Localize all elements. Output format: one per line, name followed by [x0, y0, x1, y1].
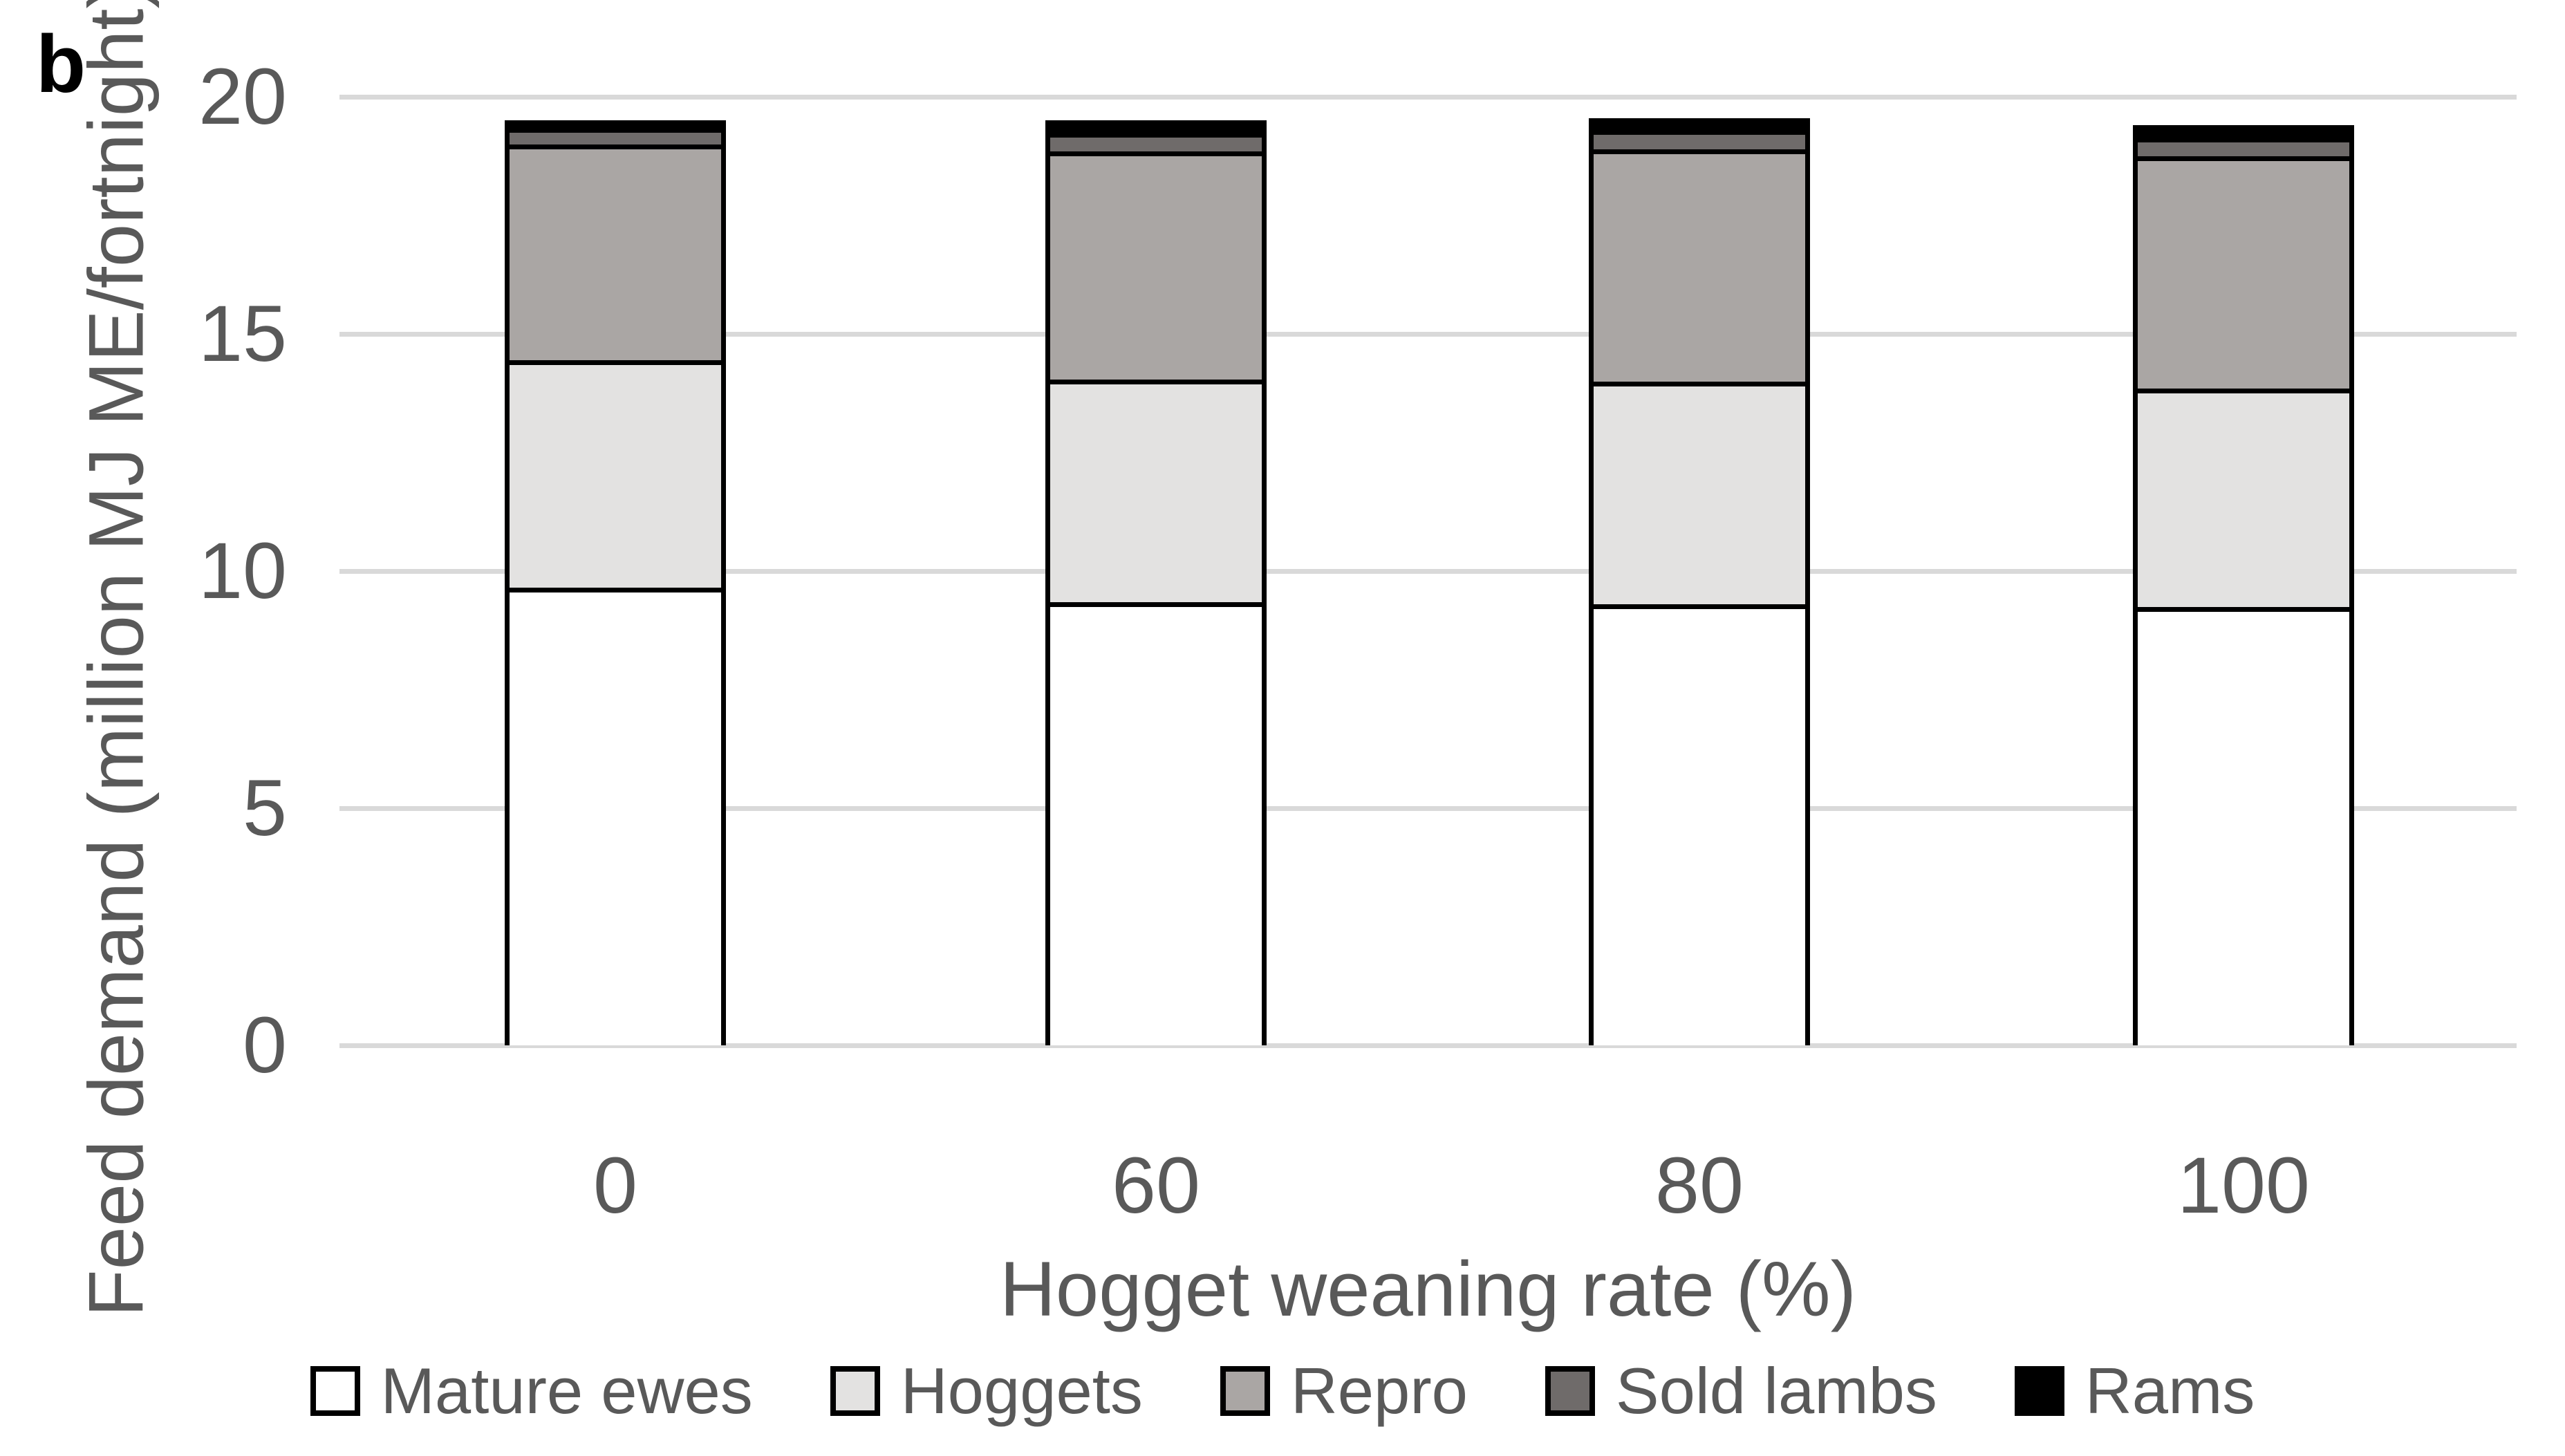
y-axis-title: Feed demand (million MJ ME/fortnight) — [73, 0, 160, 1317]
legend-item-rams: Rams — [2014, 1350, 2255, 1432]
legend-label-hoggets: Hoggets — [900, 1354, 1143, 1427]
gridline-y-20 — [339, 95, 2517, 100]
bar-segment-mature-ewes — [1050, 607, 1262, 1045]
bar-segment-sold-lambs — [2138, 142, 2349, 157]
x-tick-label-60: 60 — [1112, 1141, 1200, 1230]
bar-segment-rams — [1594, 122, 1805, 131]
bar-segment-mature-ewes — [2138, 611, 2349, 1045]
bar-segment-rams — [1050, 125, 1262, 133]
legend-item-sold-lambs: Sold lambs — [1545, 1350, 1937, 1432]
bar-segment-hoggets — [2138, 393, 2349, 607]
bar-segment-repro — [2138, 161, 2349, 389]
stacked-bar-100 — [2133, 125, 2354, 1045]
y-tick-label-0: 0 — [243, 1001, 287, 1090]
y-tick-label-20: 20 — [198, 53, 287, 141]
legend-swatch-rams — [2014, 1366, 2064, 1416]
legend-item-mature-ewes: Mature ewes — [310, 1350, 753, 1432]
legend-item-repro: Repro — [1220, 1350, 1468, 1432]
gridline-y-0 — [339, 1043, 2517, 1048]
legend-swatch-repro — [1220, 1366, 1270, 1416]
gridline-y-15 — [339, 332, 2517, 337]
stacked-bar-80 — [1589, 118, 1810, 1045]
bar-segment-sold-lambs — [1594, 135, 1805, 149]
bar-segment-rams — [510, 125, 721, 129]
legend-swatch-mature-ewes — [310, 1366, 360, 1416]
legend-item-hoggets: Hoggets — [830, 1350, 1143, 1432]
bar-segment-sold-lambs — [510, 133, 721, 145]
bar-segment-repro — [1594, 153, 1805, 382]
gridline-y-10 — [339, 569, 2517, 574]
bar-segment-repro — [510, 149, 721, 361]
bar-segment-mature-ewes — [510, 592, 721, 1045]
y-tick-label-15: 15 — [198, 290, 287, 378]
legend-label-mature-ewes: Mature ewes — [380, 1354, 753, 1427]
bar-segment-repro — [1050, 156, 1262, 380]
legend-label-repro: Repro — [1290, 1354, 1468, 1427]
panel-label: b — [36, 19, 86, 110]
legend-swatch-sold-lambs — [1545, 1366, 1595, 1416]
x-tick-label-80: 80 — [1655, 1141, 1744, 1230]
x-tick-label-0: 0 — [593, 1141, 637, 1230]
x-tick-label-100: 100 — [2177, 1141, 2310, 1230]
bar-segment-mature-ewes — [1594, 609, 1805, 1045]
bar-segment-rams — [2138, 130, 2349, 138]
gridline-y-5 — [339, 806, 2517, 811]
bar-segment-hoggets — [1050, 384, 1262, 602]
bar-segment-hoggets — [510, 365, 721, 588]
stacked-bar-60 — [1045, 120, 1267, 1045]
stacked-bar-0 — [505, 120, 726, 1045]
bar-segment-hoggets — [1594, 386, 1805, 605]
bar-segment-sold-lambs — [1050, 137, 1262, 152]
y-tick-label-5: 5 — [243, 764, 287, 852]
legend-swatch-hoggets — [830, 1366, 880, 1416]
legend-label-sold-lambs: Sold lambs — [1615, 1354, 1937, 1427]
y-tick-label-10: 10 — [198, 527, 287, 615]
legend: Mature ewes Hoggets Repro Sold lambs Rams — [0, 1350, 2565, 1432]
legend-label-rams: Rams — [2084, 1354, 2255, 1427]
x-axis-title: Hogget weaning rate (%) — [1000, 1246, 1856, 1332]
